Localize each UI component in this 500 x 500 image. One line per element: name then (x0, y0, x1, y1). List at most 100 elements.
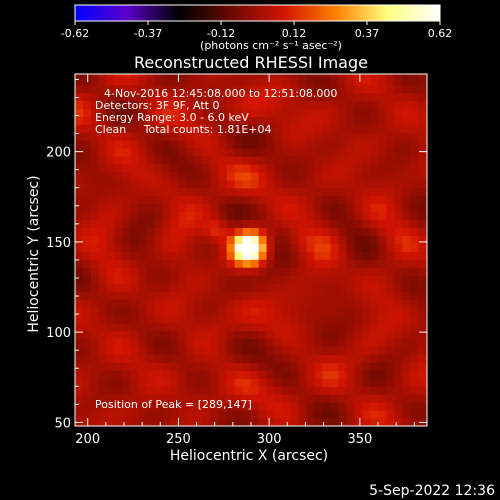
heatmap-cell (258, 148, 268, 157)
heatmap-cell (378, 322, 387, 332)
heatmap-cell (170, 140, 180, 149)
heatmap-cell (250, 338, 260, 348)
heatmap-cell (138, 132, 148, 141)
heatmap-cell (218, 362, 228, 372)
heatmap-cell (418, 235, 427, 244)
heatmap-cell (98, 402, 108, 411)
heatmap-cell (370, 203, 379, 213)
heatmap-cell (154, 410, 164, 419)
heatmap-cell (298, 251, 308, 260)
heatmap-cell (402, 306, 411, 316)
heatmap-cell (346, 227, 356, 236)
heatmap-cell (146, 203, 156, 213)
heatmap-cell (242, 275, 252, 284)
heatmap-cell (330, 171, 340, 181)
heatmap-cell (130, 243, 140, 252)
heatmap-cell (194, 402, 204, 411)
heatmap-cell (282, 370, 292, 379)
heatmap-cell (362, 402, 371, 411)
heatmap-cell (186, 211, 196, 221)
heatmap-cell (410, 322, 419, 332)
heatmap-cell (370, 163, 379, 173)
heatmap-cell (178, 76, 188, 86)
heatmap-cell (410, 163, 419, 173)
heatmap-cell (250, 275, 260, 284)
heatmap-cell (138, 338, 148, 348)
heatmap-cell (162, 346, 172, 356)
heatmap-cell (170, 298, 180, 308)
heatmap-cell (314, 267, 324, 276)
heatmap-cell (282, 203, 292, 213)
heatmap-cell (282, 108, 292, 117)
heatmap-cell (122, 378, 132, 387)
heatmap-cell (386, 378, 395, 387)
heatmap-cell (234, 370, 244, 379)
heatmap-cell (138, 171, 148, 181)
heatmap-cell (138, 195, 148, 205)
heatmap-cell (106, 267, 116, 276)
heatmap-cell (154, 100, 164, 109)
heatmap-cell (362, 314, 371, 324)
heatmap-cell (130, 179, 140, 189)
heatmap-cell (314, 322, 324, 332)
heatmap-cell (290, 203, 300, 213)
heatmap-cell (362, 306, 371, 316)
heatmap-cell (306, 338, 316, 348)
heatmap-cell (290, 140, 300, 149)
heatmap-cell (194, 84, 204, 94)
heatmap-cell (418, 148, 427, 157)
heatmap-cell (346, 74, 356, 78)
heatmap-cell (402, 235, 411, 244)
heatmap-cell (122, 84, 132, 94)
heatmap-cell (122, 314, 132, 324)
heatmap-cell (290, 418, 300, 426)
heatmap-cell (218, 346, 228, 356)
heatmap-cell (306, 148, 316, 157)
heatmap-cell (178, 148, 188, 157)
heatmap-cell (75, 330, 84, 340)
heatmap-cell (362, 195, 371, 205)
heatmap-cell (114, 163, 124, 173)
heatmap-cell (218, 211, 228, 221)
heatmap-cell (266, 227, 276, 236)
heatmap-cell (138, 211, 148, 221)
heatmap-cell (98, 132, 108, 141)
heatmap-cell (306, 298, 316, 308)
heatmap-cell (226, 179, 236, 189)
heatmap-cell (378, 370, 387, 379)
heatmap-cell (258, 203, 268, 213)
heatmap-cell (202, 195, 212, 205)
heatmap-cell (75, 155, 84, 165)
heatmap-cell (90, 108, 100, 117)
heatmap-cell (410, 227, 419, 236)
heatmap-cell (218, 251, 228, 260)
heatmap-cell (322, 187, 332, 197)
heatmap-cell (130, 275, 140, 284)
heatmap-cell (114, 76, 124, 86)
heatmap-cell (354, 330, 364, 340)
heatmap-cell (162, 155, 172, 165)
heatmap-cell (146, 386, 156, 395)
heatmap-cell (170, 259, 180, 268)
heatmap-cell (346, 108, 356, 117)
heatmap-cell (226, 410, 236, 419)
heatmap-cell (266, 322, 276, 332)
heatmap-cell (402, 116, 411, 125)
heatmap-cell (306, 187, 316, 197)
heatmap-cell (75, 338, 84, 348)
heatmap-cell (178, 219, 188, 229)
heatmap-cell (346, 76, 356, 86)
heatmap-cell (394, 314, 403, 324)
heatmap-cell (106, 314, 116, 324)
heatmap-cell (394, 386, 403, 395)
heatmap-cell (298, 140, 308, 149)
heatmap-cell (322, 148, 332, 157)
heatmap-cell (186, 338, 196, 348)
heatmap-cell (75, 163, 84, 173)
heatmap-cell (178, 394, 188, 403)
heatmap-cell (378, 346, 387, 356)
heatmap-cell (322, 116, 332, 125)
heatmap-cell (386, 171, 395, 181)
heatmap-cell (90, 74, 100, 78)
